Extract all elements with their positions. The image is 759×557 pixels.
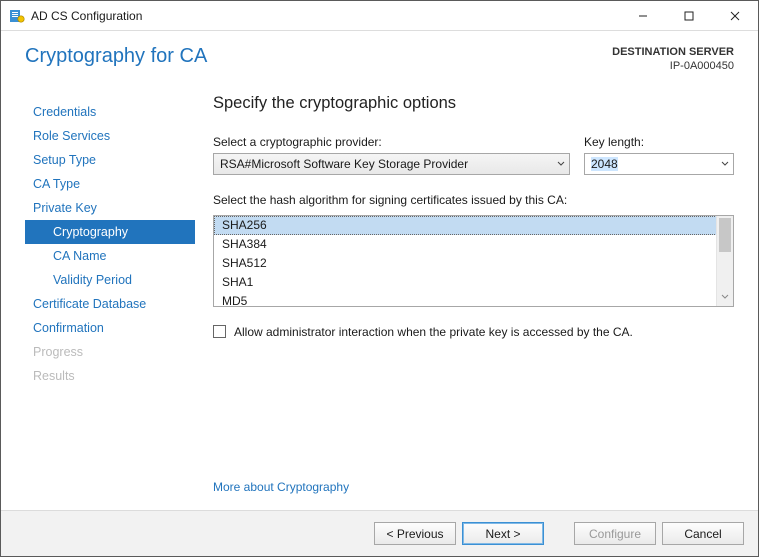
body: CredentialsRole ServicesSetup TypeCA Typ… <box>1 82 758 510</box>
hash-option[interactable]: SHA384 <box>214 235 733 254</box>
admin-interaction-row: Allow administrator interaction when the… <box>213 325 734 339</box>
wizard-window: AD CS Configuration Cryptography for CA … <box>0 0 759 557</box>
maximize-button[interactable] <box>666 1 712 31</box>
nav-item[interactable]: Certificate Database <box>25 292 195 316</box>
chevron-down-icon <box>721 160 729 168</box>
nav-item: Progress <box>25 340 195 364</box>
keylength-label: Key length: <box>584 135 734 149</box>
nav: CredentialsRole ServicesSetup TypeCA Typ… <box>25 82 195 510</box>
more-link[interactable]: More about Cryptography <box>213 480 734 494</box>
content: Specify the cryptographic options Select… <box>195 82 758 510</box>
app-icon <box>9 8 25 24</box>
next-button[interactable]: Next > <box>462 522 544 545</box>
hash-option[interactable]: SHA512 <box>214 254 733 273</box>
configure-button[interactable]: Configure <box>574 522 656 545</box>
keylength-combo[interactable]: 2048 <box>584 153 734 175</box>
nav-item[interactable]: Role Services <box>25 124 195 148</box>
hash-listbox[interactable]: SHA256SHA384SHA512SHA1MD5 <box>213 215 734 307</box>
close-button[interactable] <box>712 1 758 31</box>
hash-option[interactable]: SHA1 <box>214 273 733 292</box>
destination-value: IP-0A000450 <box>612 59 734 73</box>
keylength-field: Key length: 2048 <box>584 135 734 175</box>
admin-interaction-checkbox[interactable] <box>213 325 226 338</box>
hash-option[interactable]: SHA256 <box>214 216 733 235</box>
titlebar: AD CS Configuration <box>1 1 758 31</box>
provider-label: Select a cryptographic provider: <box>213 135 570 149</box>
minimize-button[interactable] <box>620 1 666 31</box>
nav-item[interactable]: Validity Period <box>25 268 195 292</box>
scrollbar-thumb[interactable] <box>719 218 731 252</box>
hash-option[interactable]: MD5 <box>214 292 733 307</box>
previous-button[interactable]: < Previous <box>374 522 456 545</box>
nav-item[interactable]: Confirmation <box>25 316 195 340</box>
nav-item[interactable]: Setup Type <box>25 148 195 172</box>
nav-item[interactable]: Private Key <box>25 196 195 220</box>
keylength-value: 2048 <box>591 157 618 171</box>
provider-field: Select a cryptographic provider: RSA#Mic… <box>213 135 570 175</box>
content-heading: Specify the cryptographic options <box>213 94 734 113</box>
destination-label: DESTINATION SERVER <box>612 45 734 59</box>
scroll-down-icon[interactable] <box>717 289 733 306</box>
window-title: AD CS Configuration <box>31 9 620 23</box>
nav-item: Results <box>25 364 195 388</box>
hash-field: Select the hash algorithm for signing ce… <box>213 193 734 307</box>
cancel-button[interactable]: Cancel <box>662 522 744 545</box>
nav-item[interactable]: CA Type <box>25 172 195 196</box>
chevron-down-icon <box>557 160 565 168</box>
admin-interaction-label: Allow administrator interaction when the… <box>234 325 633 339</box>
scrollbar[interactable] <box>716 216 733 306</box>
nav-item[interactable]: CA Name <box>25 244 195 268</box>
nav-item[interactable]: Cryptography <box>25 220 195 244</box>
nav-item[interactable]: Credentials <box>25 100 195 124</box>
hash-label: Select the hash algorithm for signing ce… <box>213 193 734 207</box>
provider-value: RSA#Microsoft Software Key Storage Provi… <box>220 157 468 171</box>
provider-row: Select a cryptographic provider: RSA#Mic… <box>213 135 734 175</box>
provider-combo[interactable]: RSA#Microsoft Software Key Storage Provi… <box>213 153 570 175</box>
page-title: Cryptography for CA <box>25 45 207 68</box>
header: Cryptography for CA DESTINATION SERVER I… <box>1 31 758 82</box>
destination-server: DESTINATION SERVER IP-0A000450 <box>612 45 734 74</box>
footer: < Previous Next > Configure Cancel <box>1 510 758 556</box>
